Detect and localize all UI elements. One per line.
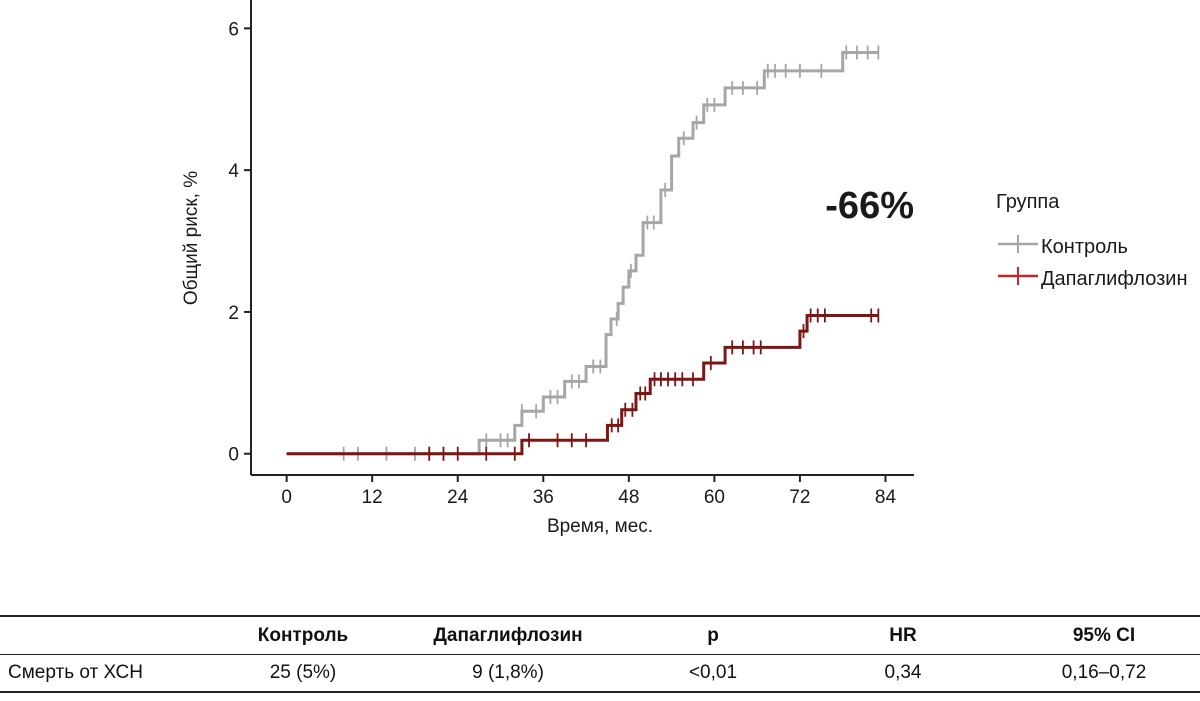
- y-tick-label: 0: [228, 445, 239, 466]
- cell-ci: 0,16–0,72: [1061, 662, 1147, 683]
- table-header-control: Контроль: [257, 624, 349, 646]
- table-header-dapagliflozin: Дапаглифлозин: [433, 624, 583, 646]
- cell-hr: 0,34: [884, 662, 922, 683]
- table-header-cell: [0, 616, 218, 655]
- y-axis-title: Общий риск, %: [181, 171, 202, 305]
- series-line: [286, 50, 879, 456]
- cell-control: 25 (5%): [269, 662, 337, 683]
- x-axis-ticks: 0 12 24 36 48 60 72 84: [281, 475, 896, 508]
- row-label: Смерть от ХСН: [8, 662, 143, 683]
- x-tick-label: 36: [533, 487, 554, 508]
- legend: Группа Контроль Дапаглифлозин: [996, 191, 1188, 290]
- x-tick-label: 0: [281, 487, 292, 508]
- series-control: [286, 45, 880, 461]
- y-tick-label: 6: [228, 19, 239, 40]
- table-header-ci: 95% CI: [1072, 624, 1136, 646]
- legend-label-dapagliflozin: Дапаглифлозин: [1041, 268, 1188, 290]
- x-tick-label: 24: [447, 487, 469, 508]
- table-header-hr: HR: [889, 624, 917, 646]
- x-axis-title: Время, мес.: [547, 516, 653, 537]
- table-header-p: p: [707, 624, 719, 646]
- legend-label-control: Контроль: [1041, 236, 1128, 258]
- y-tick-label: 4: [228, 161, 239, 182]
- legend-item-dapagliflozin: Дапаглифлозин: [998, 267, 1188, 290]
- series-layer: [286, 45, 880, 461]
- x-tick-label: 12: [362, 487, 383, 508]
- series-line: [286, 313, 879, 456]
- effect-annotation: -66%: [825, 185, 914, 227]
- results-table: Контроль Дапаглифлозин p HR 95% CI Смерт…: [0, 615, 1200, 693]
- legend-item-control: Контроль: [998, 235, 1128, 258]
- x-tick-label: 48: [618, 487, 639, 508]
- cell-dapagliflozin: 9 (1,8%): [472, 662, 544, 683]
- y-axis-ticks: 0 2 4 6: [228, 19, 251, 466]
- series-dapagliflozin: [286, 308, 880, 461]
- table-row: Смерть от ХСН 25 (5%) 9 (1,8%) <0,01 0,3…: [0, 655, 1200, 692]
- table-header-row: Контроль Дапаглифлозин p HR 95% CI: [0, 616, 1200, 655]
- x-tick-label: 72: [789, 487, 810, 508]
- x-tick-label: 84: [875, 487, 897, 508]
- legend-title: Группа: [996, 191, 1060, 213]
- x-tick-label: 60: [704, 487, 725, 508]
- cell-p: <0,01: [688, 662, 738, 683]
- axes: [250, 0, 914, 476]
- y-tick-label: 2: [228, 303, 239, 324]
